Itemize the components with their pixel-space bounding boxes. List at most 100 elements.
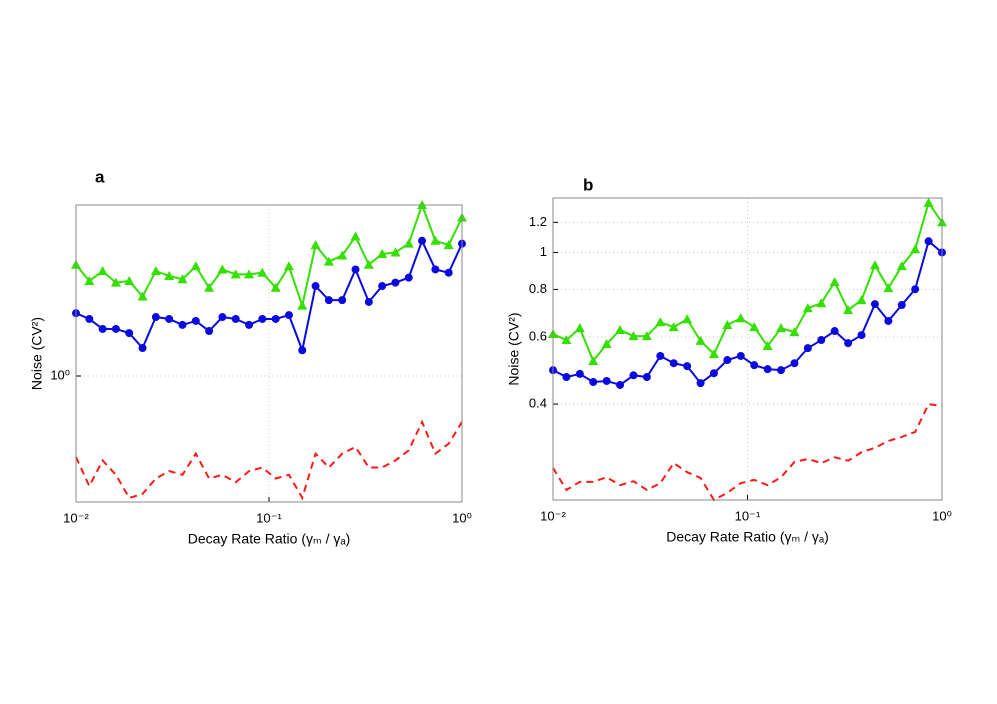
marker [642,373,651,382]
marker [298,346,307,355]
marker [310,240,321,250]
marker [574,323,585,333]
x-tick-label: 10⁻² [63,510,89,525]
marker [762,341,773,351]
marker [443,240,454,250]
y-tick-label: 1.2 [529,214,547,229]
marker [270,282,281,292]
marker [709,369,718,378]
marker [230,269,241,279]
marker [217,264,228,274]
marker [884,316,893,325]
marker [816,298,827,308]
marker [708,349,719,359]
marker [830,327,839,336]
marker [696,379,705,388]
marker [351,265,360,274]
marker [178,320,187,329]
marker [896,261,907,271]
x-tick-label: 10⁻² [540,508,566,523]
marker [350,231,361,241]
marker [204,282,215,292]
marker [444,268,453,277]
series-line [75,419,463,501]
series-line [75,202,463,310]
marker [258,314,267,323]
marker [150,266,161,276]
marker [883,283,894,293]
marker [777,366,786,375]
marker [561,335,572,345]
marker [431,265,440,274]
marker [338,296,347,305]
marker [683,362,692,371]
marker [856,295,867,305]
marker [911,285,920,294]
marker [164,270,175,280]
marker [602,376,611,385]
marker [722,320,733,330]
marker [897,301,906,310]
x-tick-label: 10⁻¹ [256,510,282,525]
marker [763,365,772,374]
marker [377,248,388,258]
marker [668,322,679,332]
marker [629,371,638,380]
marker [271,314,280,323]
marker [843,305,854,315]
marker [151,313,160,322]
marker [803,344,812,353]
y-axis-label: Noise (CV²) [506,312,522,385]
marker [311,282,320,291]
marker [324,296,333,305]
marker [390,247,401,257]
marker [776,323,787,333]
marker [283,261,294,271]
marker [244,269,255,279]
marker [205,327,214,336]
marker [829,277,840,287]
marker [404,273,413,282]
marker [111,324,120,333]
marker [735,313,746,323]
panel: 10⁻² 10⁻¹ 10⁰ 10⁰ Decay Rate Ratio (γₘ / γₐ)… [29,167,472,546]
marker [177,274,188,284]
marker [364,297,373,306]
panel-label: b [583,175,593,194]
marker [337,250,348,260]
marker [391,278,400,287]
marker [641,331,652,341]
marker [218,313,227,322]
marker [601,339,612,349]
marker [98,324,107,333]
marker [575,369,584,378]
marker [403,238,414,248]
y-tick-label: 10⁰ [50,367,70,382]
marker [110,277,121,287]
marker [910,244,921,254]
marker [363,259,374,269]
marker [655,317,666,327]
marker [191,316,200,325]
marker [138,344,147,353]
marker [628,331,639,341]
marker [323,256,334,266]
y-axis-label: Noise (CV²) [29,317,45,390]
marker [562,373,571,382]
marker [749,322,760,332]
marker [616,380,625,389]
marker [284,311,293,320]
x-tick-label: 10⁰ [932,508,952,523]
x-tick-label: 10⁰ [452,510,472,525]
x-axis-label: Decay Rate Ratio (γₘ / γₐ) [666,529,829,545]
axes-box [552,197,943,501]
marker [165,314,174,323]
marker [588,355,599,365]
y-tick-label: 1 [540,244,547,259]
marker [870,300,879,309]
marker [97,266,108,276]
marker [817,336,826,345]
marker [124,275,135,285]
